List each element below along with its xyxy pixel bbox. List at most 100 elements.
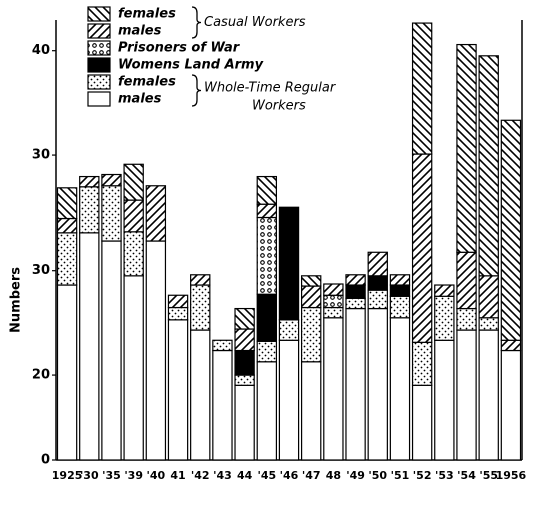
bar-segment <box>278 206 300 321</box>
bar-segment <box>79 232 100 461</box>
bar-segment <box>234 349 255 376</box>
legend-swatch <box>87 91 111 107</box>
x-tick-label: '52 <box>413 469 432 482</box>
x-tick-label: '55 <box>479 469 498 482</box>
bar-segment <box>411 384 433 461</box>
bar-segment <box>478 275 499 319</box>
bar-segment <box>323 306 344 319</box>
bar-segment <box>456 251 477 310</box>
bar-segment <box>256 175 278 205</box>
legend-label: Prisoners of War <box>118 41 241 56</box>
bar-segment <box>79 175 100 188</box>
bar-segment <box>101 185 122 242</box>
y-tick-label: 30 <box>32 263 50 278</box>
x-tick-label: '51 <box>391 469 410 482</box>
x-tick-label: '49 <box>346 469 365 482</box>
bar-segment <box>123 163 144 201</box>
legend-label: Womens Land Army <box>118 58 264 73</box>
bar-segment <box>56 232 78 286</box>
legend-swatch <box>87 40 111 56</box>
bar-segment <box>56 217 78 234</box>
x-tick-label: '40 <box>147 469 166 482</box>
bar-segment <box>234 384 255 461</box>
bar-segment <box>123 275 144 461</box>
bar-segment <box>389 284 411 297</box>
legend-label: males <box>118 24 162 39</box>
x-tick-label: 1925 <box>52 469 83 482</box>
bar-segment <box>367 275 388 291</box>
x-tick-label: 41 <box>170 469 185 482</box>
y-tick-label: 0 <box>41 453 50 468</box>
bar-segment <box>300 275 322 287</box>
bar-segment <box>101 240 122 461</box>
legend-swatch <box>87 6 111 22</box>
x-tick-label: '54 <box>457 469 476 482</box>
bar-segment <box>500 339 522 352</box>
bar-segment <box>56 187 78 220</box>
bar-segment <box>456 43 477 253</box>
bar-segment <box>367 289 388 310</box>
bar-segment <box>256 203 278 219</box>
bar-segment <box>500 119 522 341</box>
bar-segment <box>434 339 455 461</box>
bar-segment <box>145 185 167 242</box>
legend-group-label: Casual Workers <box>204 15 306 30</box>
x-tick-label: '47 <box>302 469 321 482</box>
bar-segment <box>345 297 366 310</box>
x-tick-label: 48 <box>326 469 341 482</box>
bar-segment <box>56 284 78 461</box>
bar-segment <box>478 329 499 461</box>
bar-segment <box>456 329 477 461</box>
bar-segment <box>478 55 499 277</box>
legend-label: females <box>118 7 176 22</box>
bar-segment <box>478 317 499 331</box>
bar-segment <box>367 307 388 461</box>
bar-segment <box>434 284 455 297</box>
bar-segment <box>256 293 278 342</box>
bar-segment <box>167 319 189 461</box>
bar-segment <box>389 317 411 461</box>
x-tick-label: '46 <box>280 469 299 482</box>
legend-brace <box>191 74 202 107</box>
x-tick-label: 1956 <box>496 469 527 482</box>
bar-segment <box>345 284 366 299</box>
bar-segment <box>300 361 322 461</box>
x-tick-label: 44 <box>237 469 253 482</box>
bar-segment <box>256 361 278 461</box>
y-tick-label: 20 <box>32 368 50 383</box>
bar-segment <box>123 231 144 277</box>
bar-segment <box>500 349 522 461</box>
bar-segment <box>411 22 433 155</box>
legend-swatch <box>87 57 111 73</box>
bar-segment <box>367 251 388 277</box>
bar-segment <box>167 294 189 309</box>
bar-segment <box>411 153 433 343</box>
bar-segment <box>323 317 344 461</box>
bar-segment <box>145 240 167 461</box>
bar-segment <box>212 349 233 461</box>
bar-segment <box>278 339 300 461</box>
x-tick-label: '42 <box>191 469 210 482</box>
bar-segment <box>278 319 300 341</box>
bar-segment <box>190 284 211 331</box>
bar-segment <box>323 294 344 309</box>
legend-label: males <box>118 92 162 107</box>
y-axis-label: Numbers <box>9 267 24 333</box>
legend-group-label: Whole-Time Regular Workers <box>204 80 337 113</box>
x-tick-label: '45 <box>257 469 276 482</box>
bar-segment <box>190 274 211 286</box>
x-tick-label: '53 <box>435 469 454 482</box>
bar-segment <box>300 285 322 309</box>
bar-segment <box>345 274 366 286</box>
legend-brace <box>191 6 202 39</box>
bar-segment <box>123 199 144 233</box>
bar-segment <box>434 295 455 341</box>
bar-segment <box>167 306 189 321</box>
y-tick-label: 30 <box>32 148 50 163</box>
bar-segment <box>212 339 233 352</box>
bar-segment <box>190 329 211 461</box>
legend-label: females <box>118 75 176 90</box>
bar-segment <box>411 341 433 386</box>
bar-segment <box>300 306 322 363</box>
